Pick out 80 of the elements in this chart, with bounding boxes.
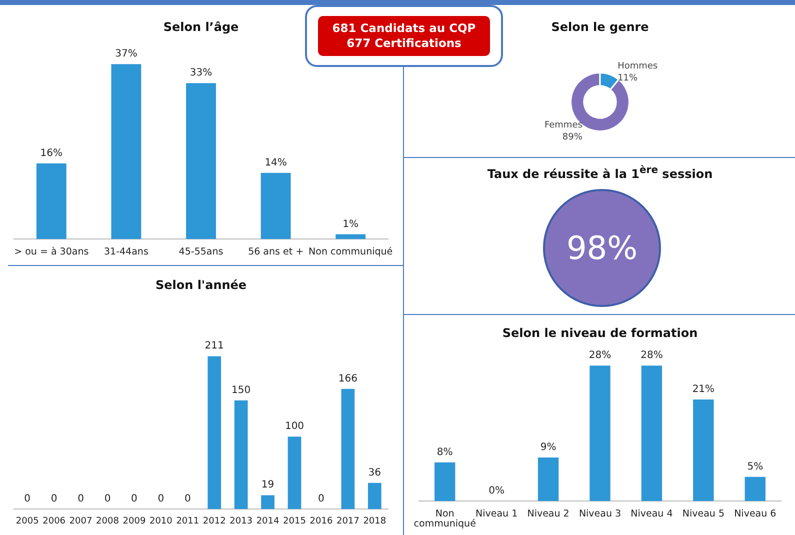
data-label: 11% <box>618 74 638 84</box>
bar <box>341 388 355 509</box>
data-label: 166 <box>338 373 358 384</box>
x-tick-label: Niveau 5 <box>682 508 724 520</box>
data-label: 28% <box>588 350 612 362</box>
x-tick-label: 2017 <box>336 516 360 526</box>
data-label: 33% <box>190 68 212 79</box>
bar <box>368 482 382 509</box>
x-tick-label: Niveau 6 <box>734 508 776 520</box>
x-tick-label: 2005 <box>16 516 39 526</box>
slice-label: Hommes <box>618 62 658 72</box>
data-label: 19 <box>261 480 274 491</box>
data-label: 16% <box>40 148 63 159</box>
data-label: 0 <box>184 494 191 504</box>
data-label: 14% <box>264 157 287 168</box>
text: Taux de réussite à la 1$^{ère}$ session <box>486 165 714 181</box>
x-tick-label: Non communiqué <box>414 508 476 530</box>
slice-label: Femmes <box>544 120 583 130</box>
data-label: 211 <box>204 340 224 352</box>
data-label: 37% <box>115 48 138 60</box>
data-label: 0 <box>318 494 324 504</box>
data-label: 21% <box>692 384 715 395</box>
bar <box>744 476 766 501</box>
x-tick-label: 2016 <box>310 516 333 526</box>
bar <box>111 64 142 239</box>
bar <box>693 400 714 501</box>
bar <box>186 83 216 239</box>
bar <box>36 163 66 239</box>
data-label: 36 <box>368 467 382 478</box>
x-tick-label: 2014 <box>256 516 280 526</box>
label-box: 681 Candidats au CQP 677 Certifications <box>318 16 490 56</box>
bar <box>208 356 222 509</box>
x-tick-label: 56 ans et + <box>248 246 304 258</box>
bar <box>288 436 302 509</box>
chart-title: Selon l’âge <box>163 20 239 34</box>
x-tick-label: Non communiqué <box>308 246 393 258</box>
data-label: 1% <box>342 218 359 230</box>
data-label: 0% <box>488 486 505 496</box>
data-label: 9% <box>540 442 556 453</box>
data-label: 150 <box>232 384 251 396</box>
x-tick-label: 2007 <box>69 516 92 526</box>
data-label: 5% <box>747 461 764 472</box>
bar <box>260 172 291 239</box>
data-label: 89% <box>562 132 583 142</box>
x-tick-label: 31-44ans <box>104 246 148 258</box>
data-label: 0 <box>104 494 111 504</box>
x-tick-label: 2009 <box>122 516 146 526</box>
data-label: 8% <box>436 446 453 458</box>
bar <box>434 462 456 501</box>
bar <box>590 366 610 501</box>
chart-title: Selon l'année <box>155 278 247 292</box>
x-tick-label: 2011 <box>176 516 200 526</box>
bar <box>261 495 274 509</box>
x-tick-label: 45-55ans <box>178 246 224 258</box>
bar <box>234 400 248 509</box>
text: 98% <box>566 229 638 267</box>
chart-title: Selon le genre <box>551 20 649 34</box>
data-label: 0 <box>50 494 58 504</box>
data-label: 0 <box>24 494 31 504</box>
bar <box>641 366 662 501</box>
data-label: 0 <box>158 494 164 504</box>
x-tick-label: 2012 <box>202 516 226 526</box>
data-label: 0 <box>131 494 138 504</box>
x-tick-label: 2006 <box>42 516 66 526</box>
x-tick-label: Niveau 1 <box>476 508 518 520</box>
data-label: 100 <box>284 421 304 432</box>
x-tick-label: 2010 <box>149 516 173 526</box>
data-label: 0 <box>78 494 84 504</box>
x-tick-label: Niveau 2 <box>527 508 570 520</box>
x-tick-label: Niveau 3 <box>578 508 622 520</box>
x-tick-label: Niveau 4 <box>630 508 673 520</box>
bar <box>336 234 366 239</box>
bar <box>538 458 559 501</box>
chart-title: Selon le niveau de formation <box>502 326 698 340</box>
x-tick-label: > ou = à 30ans <box>14 246 89 258</box>
x-tick-label: 2018 <box>363 516 386 526</box>
x-tick-label: 2013 <box>230 516 253 526</box>
x-tick-label: 2008 <box>96 516 120 526</box>
x-tick-label: 2015 <box>283 516 306 526</box>
data-label: 28% <box>640 350 663 362</box>
